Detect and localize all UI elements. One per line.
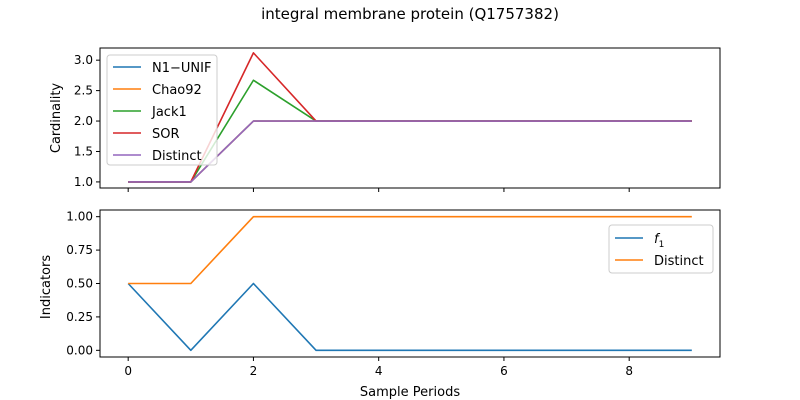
- cardinality-series-line-distinct: [128, 120, 692, 183]
- indicators-x-tick-label: 4: [375, 364, 383, 378]
- cardinality-y-tick-label: 2.5: [74, 84, 93, 98]
- indicators-y-tick-label: 0.75: [66, 243, 93, 257]
- cardinality-legend-label: SOR: [152, 127, 180, 142]
- indicators-y-tick-label: 0.25: [66, 310, 93, 324]
- indicators-y-tick-label: 1.00: [66, 210, 93, 224]
- cardinality-legend-label: Distinct: [152, 149, 202, 164]
- indicators-series-line-f: [127, 282, 692, 352]
- cardinality-legend: N1−UNIF Chao92 Jack1 SOR Distinct: [106, 54, 218, 166]
- indicators-legend-label: f1: [654, 232, 664, 250]
- cardinality-legend-label: N1−UNIF: [152, 61, 211, 76]
- indicators-series-lines: [127, 215, 692, 352]
- figure-title: integral membrane protein (Q1757382): [261, 5, 559, 23]
- cardinality-y-tick-label: 1.0: [74, 175, 93, 189]
- cardinality-plot: 1.0 1.5 2.0 2.5 3.0 Cardinality N1−UNIF Chao9…: [49, 47, 721, 192]
- cardinality-y-tick-label: 3.0: [74, 53, 93, 67]
- indicators-x-axis-label: Sample Periods: [360, 385, 460, 400]
- indicators-y-tick-label: 0.50: [66, 277, 93, 291]
- cardinality-tick-labels: 1.0 1.5 2.0 2.5 3.0: [74, 53, 93, 189]
- indicators-legend-box: [608, 224, 714, 274]
- indicators-tick-marks: [96, 216, 630, 361]
- indicators-x-tick-label: 6: [500, 364, 508, 378]
- cardinality-legend-label: Jack1: [151, 105, 187, 120]
- cardinality-series-lines: [128, 52, 692, 183]
- indicators-x-tick-label: 0: [124, 364, 132, 378]
- cardinality-tick-marks: [96, 59, 630, 192]
- indicators-x-tick-label: 2: [250, 364, 258, 378]
- indicators-x-tick-label: 8: [625, 364, 633, 378]
- indicators-tick-labels: 0.00 0.25 0.50 0.75 1.00 0 2 4 6 8: [66, 210, 633, 378]
- indicators-y-tick-label: 0.00: [66, 343, 93, 357]
- cardinality-legend-label: Chao92: [152, 83, 202, 98]
- cardinality-y-tick-label: 1.5: [74, 144, 93, 158]
- indicators-y-axis-label: Indicators: [39, 255, 54, 319]
- indicators-legend-label: Distinct: [654, 254, 704, 269]
- indicators-series-line-distinct: [128, 215, 692, 285]
- indicators-plot: 0.00 0.25 0.50 0.75 1.00 0 2 4 6 8 Indicators Sam…: [39, 209, 721, 400]
- indicators-legend: f1 Distinct: [608, 224, 714, 274]
- cardinality-legend-box: [106, 54, 218, 166]
- cardinality-y-tick-label: 2.0: [74, 114, 93, 128]
- cardinality-y-axis-label: Cardinality: [49, 83, 64, 154]
